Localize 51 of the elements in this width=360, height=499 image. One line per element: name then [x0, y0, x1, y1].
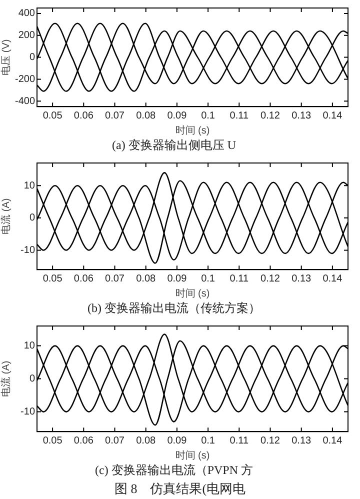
- x-tick-label: 0.13: [292, 435, 312, 446]
- x-tick-label: 0.12: [260, 273, 280, 284]
- y-tick-label: 400: [18, 8, 36, 20]
- x-tick-label: 0.05: [42, 273, 63, 284]
- x-tick-label: 0.06: [74, 273, 94, 284]
- x-tick-label: 0.14: [322, 435, 343, 446]
- x-tick-label: 0.14: [322, 273, 343, 284]
- y-tick-label: -400: [14, 96, 36, 107]
- y-tick-label: -200: [14, 74, 36, 85]
- text: (b) 变换器输出电流（传统方案）: [88, 300, 260, 315]
- x-tick-label: 0.09: [167, 110, 188, 122]
- y-axis-title: 电压 (V): [0, 39, 12, 76]
- x-tick-label: 0.05: [42, 435, 63, 446]
- y-tick-label: 200: [18, 30, 36, 42]
- x-tick-label: 0.13: [292, 110, 312, 122]
- x-tick-label: 0.11: [230, 435, 249, 446]
- x-tick-label: 0.07: [105, 435, 125, 446]
- y-tick-label: 0: [29, 374, 36, 385]
- x-tick-label: 0.13: [292, 273, 312, 284]
- y-tick-label: 0: [29, 212, 36, 224]
- x-tick-label: 0.05: [42, 110, 63, 122]
- x-tick-label: 0.07: [105, 110, 125, 122]
- x-tick-label: 0.11: [230, 273, 249, 284]
- y-tick-label: -10: [20, 406, 36, 418]
- x-axis-title: 时间 (s): [175, 124, 210, 136]
- y-axis-title: 电流 (A): [0, 360, 12, 397]
- x-tick-label: 0.12: [260, 435, 280, 446]
- x-tick-label: 0.09: [167, 435, 188, 446]
- x-tick-label: 0.1: [201, 110, 216, 122]
- x-tick-label: 0.11: [230, 110, 249, 122]
- x-tick-label: 0.09: [167, 273, 188, 284]
- caption: 图 8 仿真结果(电网电: [113, 480, 247, 498]
- x-tick-label: 0.08: [136, 273, 156, 284]
- y-axis-title: 电流 (A): [0, 198, 12, 234]
- x-tick-label: 0.07: [105, 273, 125, 284]
- y-tick-label: 0: [29, 52, 36, 64]
- text: (c) 变换器输出电流（PVPN 方: [95, 462, 253, 477]
- x-axis-title: 时间 (s): [175, 449, 210, 462]
- x-tick-label: 0.08: [136, 110, 156, 122]
- x-tick-label: 0.08: [136, 435, 156, 446]
- x-tick-label: 0.1: [201, 273, 216, 284]
- y-tick-label: 10: [24, 180, 36, 192]
- x-tick-label: 0.06: [74, 110, 94, 122]
- x-tick-label: 0.14: [322, 110, 343, 122]
- x-tick-label: 0.1: [201, 435, 216, 446]
- y-tick-label: -10: [20, 244, 36, 256]
- x-tick-label: 0.12: [260, 110, 280, 122]
- x-tick-label: 0.06: [74, 435, 94, 446]
- text: (a) 变换器输出侧电压 U: [112, 138, 236, 152]
- x-axis-title: 时间 (s): [175, 287, 210, 300]
- y-tick-label: 10: [24, 340, 36, 352]
